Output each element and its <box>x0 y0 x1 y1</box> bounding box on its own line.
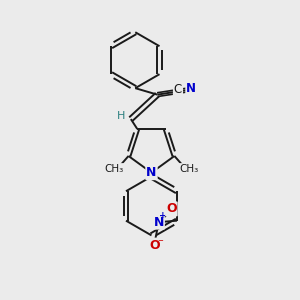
Text: +: + <box>159 211 167 220</box>
Text: O: O <box>166 202 177 215</box>
Text: N: N <box>146 166 157 179</box>
Text: C: C <box>174 83 182 96</box>
Text: CH₃: CH₃ <box>179 164 199 174</box>
Text: CH₃: CH₃ <box>104 164 123 174</box>
Text: O: O <box>150 238 160 252</box>
Text: ⁻: ⁻ <box>158 238 164 248</box>
Text: N: N <box>154 216 164 229</box>
Text: H: H <box>117 111 126 121</box>
Text: N: N <box>186 82 196 95</box>
